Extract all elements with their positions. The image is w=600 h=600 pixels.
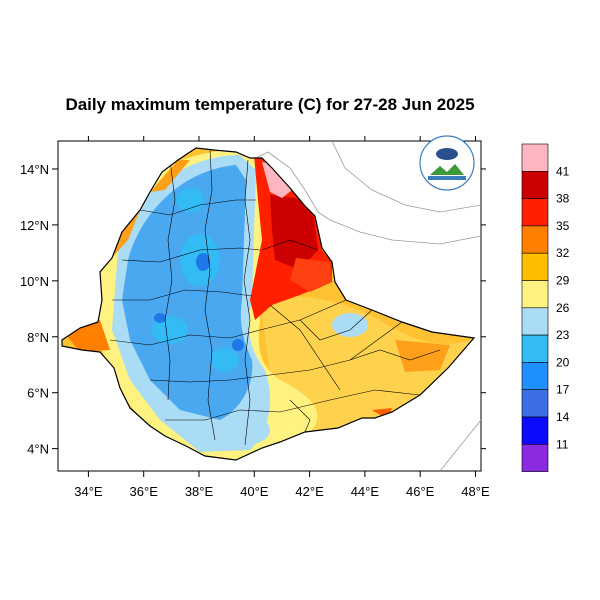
lat-tick-label: 10°N [20,274,49,289]
lat-tick-label: 4°N [27,442,49,457]
lon-tick-label: 42°E [295,484,324,499]
lon-tick-label: 46°E [406,484,435,499]
colorbar-swatch [521,334,549,363]
colorbar-swatch [521,307,549,336]
ethiopian-meteorology-institute-logo [419,135,475,191]
colorbar-swatch [521,252,549,281]
longitude-ticks: 34°E 36°E 38°E 40°E 42°E 44°E 46°E 48°E [74,136,490,499]
lat-tick-label: 8°N [27,330,49,345]
colorbar-label: 38 [556,192,570,206]
colorbar-label: 26 [556,301,570,315]
lon-tick-label: 44°E [351,484,380,499]
neighbor-borders [255,140,482,472]
colorbar-swatch [521,443,549,472]
latitude-ticks: 14°N 12°N 10°N 8°N 6°N 4°N [20,162,486,457]
lat-tick-label: 6°N [27,386,49,401]
colorbar-swatch [521,143,549,172]
colorbar-swatch [521,225,549,254]
colorbar-swatch [521,416,549,445]
colorbar-label: 35 [556,219,570,233]
admin-boundaries [109,149,441,446]
lon-tick-label: 48°E [461,484,490,499]
colorbar-swatch [521,280,549,309]
lon-tick-label: 40°E [240,484,269,499]
lat-tick-label: 14°N [20,162,49,177]
colorbar-label: 17 [556,383,570,397]
colorbar-label: 20 [556,355,570,369]
lon-tick-label: 38°E [185,484,214,499]
colorbar-label: 14 [556,410,570,424]
colorbar: 41 38 35 32 29 26 23 20 17 14 11 [521,143,570,472]
lon-tick-label: 36°E [130,484,159,499]
colorbar-swatch [521,389,549,418]
lat-tick-label: 12°N [20,218,49,233]
lon-tick-label: 34°E [74,484,103,499]
colorbar-label: 29 [556,274,570,288]
colorbar-label: 32 [556,246,570,260]
colorbar-label: 41 [556,164,570,178]
colorbar-label: 11 [556,437,569,451]
colorbar-swatch [521,198,549,227]
colorbar-label: 23 [556,328,570,342]
map-title: Daily maximum temperature (C) for 27-28 … [65,95,475,114]
colorbar-swatch [521,362,549,390]
colorbar-swatch [521,171,549,199]
